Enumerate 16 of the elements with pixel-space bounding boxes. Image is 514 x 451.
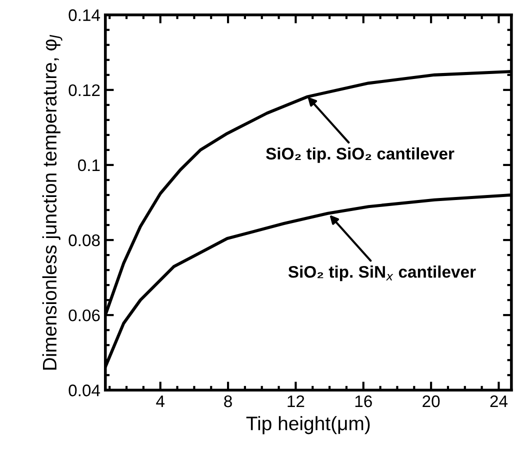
x-tick-label: 24 bbox=[490, 395, 508, 408]
y-tick-label: 0.08 bbox=[68, 234, 100, 246]
y-tick-label: 0.04 bbox=[68, 384, 100, 396]
x-tick-label: 20 bbox=[422, 395, 440, 408]
annotation: SiO₂ tip. SiO₂ cantilever bbox=[266, 147, 454, 163]
annotation: SiO₂ tip. SiN$_{x}$ cantilever bbox=[288, 266, 476, 282]
x-tick-label: 16 bbox=[355, 395, 372, 408]
y-tick-label: 0.1 bbox=[78, 159, 100, 172]
x-tick-label: 4 bbox=[156, 396, 165, 408]
x-tick-label: 12 bbox=[288, 395, 304, 408]
x-tick-label: 8 bbox=[224, 395, 232, 408]
y-tick-label: 0.12 bbox=[68, 84, 100, 96]
x-axis-title: Tip height(μm) bbox=[246, 416, 370, 434]
y-axis-title: Dimensionless junction temperature, φ$_{J}$ bbox=[42, 34, 62, 370]
y-tick-label: 0.14 bbox=[68, 9, 100, 22]
y-tick-label: 0.06 bbox=[68, 309, 100, 322]
